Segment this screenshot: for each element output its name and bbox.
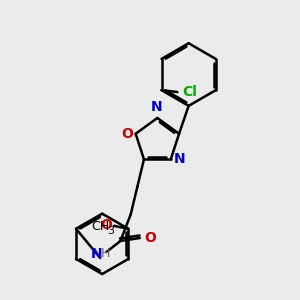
Text: O: O — [100, 218, 112, 233]
Text: CH: CH — [92, 220, 110, 233]
Text: Cl: Cl — [182, 85, 197, 99]
Text: N: N — [151, 100, 162, 114]
Text: N: N — [90, 247, 102, 261]
Text: H: H — [101, 248, 110, 260]
Text: 3: 3 — [107, 226, 114, 236]
Text: O: O — [122, 127, 134, 141]
Text: O: O — [144, 231, 156, 245]
Text: N: N — [174, 152, 185, 166]
